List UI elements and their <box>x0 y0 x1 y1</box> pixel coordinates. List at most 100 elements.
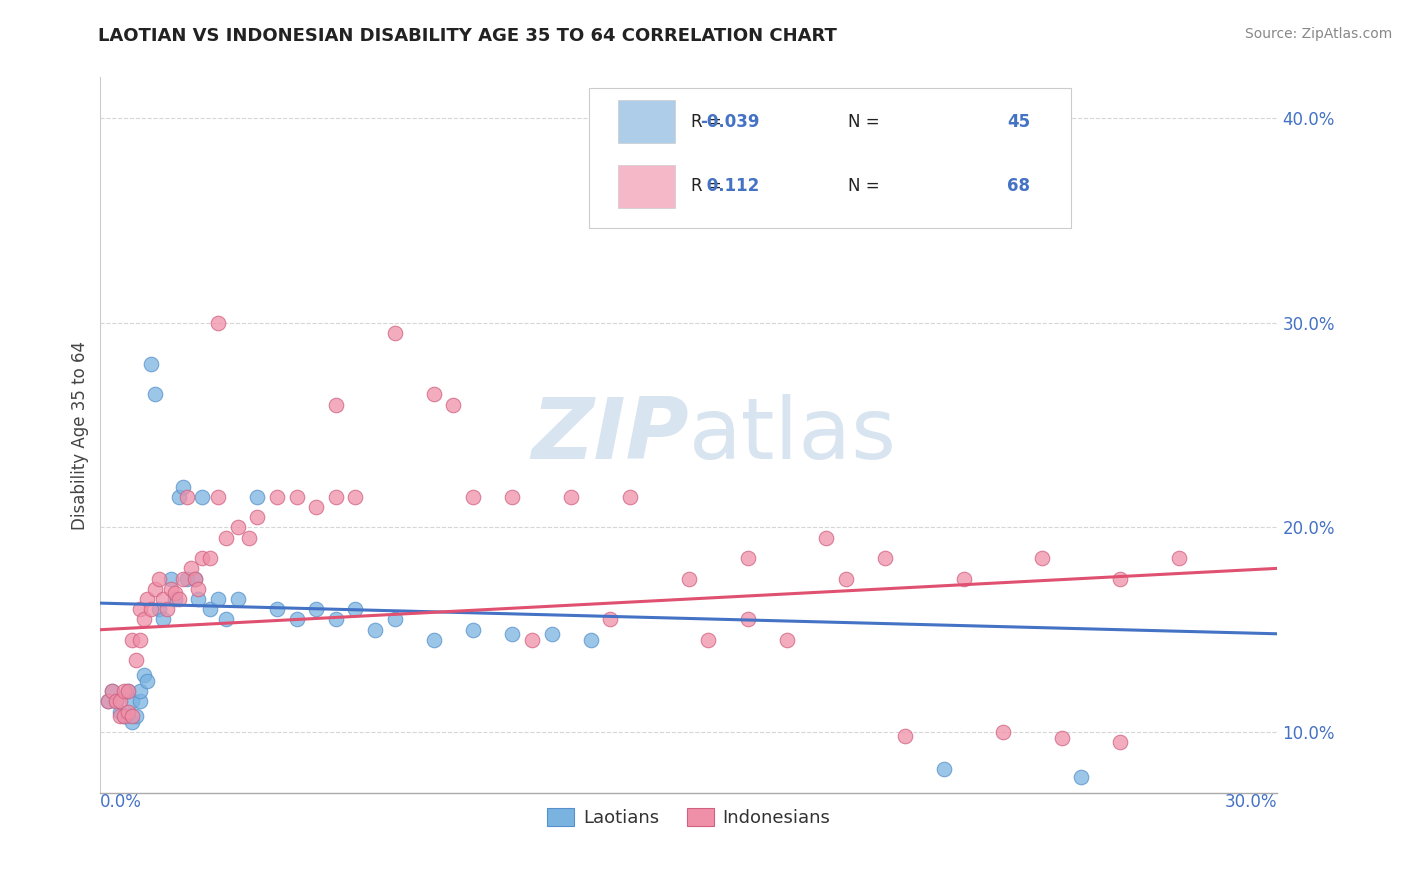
Point <box>1070 770 1092 784</box>
Point <box>180 561 202 575</box>
Point <box>246 490 269 504</box>
Text: R =: R = <box>692 112 721 131</box>
Text: N =: N = <box>848 112 879 131</box>
Point <box>97 694 120 708</box>
Point <box>285 612 308 626</box>
Point <box>117 684 139 698</box>
Point <box>121 632 143 647</box>
Text: LAOTIAN VS INDONESIAN DISABILITY AGE 35 TO 64 CORRELATION CHART: LAOTIAN VS INDONESIAN DISABILITY AGE 35 … <box>98 27 838 45</box>
Point <box>423 632 446 647</box>
Text: ZIP: ZIP <box>531 394 689 477</box>
Point <box>148 602 170 616</box>
Point <box>132 612 155 626</box>
Point <box>117 705 139 719</box>
Point <box>737 551 759 566</box>
Point <box>1031 551 1053 566</box>
Point <box>187 592 209 607</box>
Point <box>128 632 150 647</box>
Point <box>121 694 143 708</box>
Point <box>112 684 135 698</box>
Point <box>136 592 159 607</box>
Point <box>325 398 347 412</box>
Point <box>105 694 128 708</box>
Point <box>443 398 465 412</box>
Point <box>226 592 249 607</box>
Point <box>160 572 183 586</box>
Point <box>160 582 183 596</box>
Point <box>364 623 387 637</box>
Point <box>285 490 308 504</box>
Point <box>305 500 328 514</box>
Point <box>305 602 328 616</box>
Point <box>156 602 179 616</box>
Y-axis label: Disability Age 35 to 64: Disability Age 35 to 64 <box>72 341 89 530</box>
Point <box>1109 735 1132 749</box>
Point <box>124 708 146 723</box>
Point <box>121 708 143 723</box>
Point <box>167 490 190 504</box>
Text: 68: 68 <box>1007 178 1031 195</box>
Point <box>176 490 198 504</box>
Point <box>215 612 238 626</box>
Text: N =: N = <box>848 178 879 195</box>
Point <box>191 551 214 566</box>
Point <box>599 612 621 626</box>
Text: 30.0%: 30.0% <box>1225 793 1278 812</box>
Point <box>560 490 582 504</box>
Bar <box>619 165 675 208</box>
Point <box>215 531 238 545</box>
Point <box>344 602 367 616</box>
Point <box>697 632 720 647</box>
Point <box>172 479 194 493</box>
Point <box>167 592 190 607</box>
Point <box>108 705 131 719</box>
Point <box>108 708 131 723</box>
Point <box>873 551 896 566</box>
Point <box>163 592 186 607</box>
Point <box>501 627 523 641</box>
Point <box>991 725 1014 739</box>
Point <box>461 623 484 637</box>
Point <box>143 582 166 596</box>
Point <box>176 572 198 586</box>
Point <box>191 490 214 504</box>
Point <box>136 673 159 688</box>
Point <box>152 612 174 626</box>
Point <box>815 531 838 545</box>
Point <box>207 316 229 330</box>
Point <box>143 387 166 401</box>
Point <box>207 490 229 504</box>
FancyBboxPatch shape <box>589 88 1071 227</box>
Text: 0.0%: 0.0% <box>100 793 142 812</box>
Point <box>172 572 194 586</box>
Point <box>520 632 543 647</box>
Point <box>128 684 150 698</box>
Point <box>112 708 135 723</box>
Point <box>835 572 858 586</box>
Point <box>200 602 222 616</box>
Point <box>132 667 155 681</box>
Point <box>128 602 150 616</box>
Point <box>124 653 146 667</box>
Point <box>384 326 406 340</box>
Point <box>101 684 124 698</box>
Point <box>117 684 139 698</box>
Bar <box>619 100 675 144</box>
Text: 0.112: 0.112 <box>702 178 759 195</box>
Point <box>246 510 269 524</box>
Point <box>325 490 347 504</box>
Point <box>540 627 562 641</box>
Point <box>776 632 799 647</box>
Point <box>932 762 955 776</box>
Point <box>108 694 131 708</box>
Point <box>207 592 229 607</box>
Point <box>952 572 974 586</box>
Point <box>200 551 222 566</box>
Point <box>101 684 124 698</box>
Point <box>344 490 367 504</box>
Text: -0.039: -0.039 <box>700 112 759 131</box>
Point <box>152 592 174 607</box>
Point <box>384 612 406 626</box>
Point <box>112 708 135 723</box>
Point <box>579 632 602 647</box>
